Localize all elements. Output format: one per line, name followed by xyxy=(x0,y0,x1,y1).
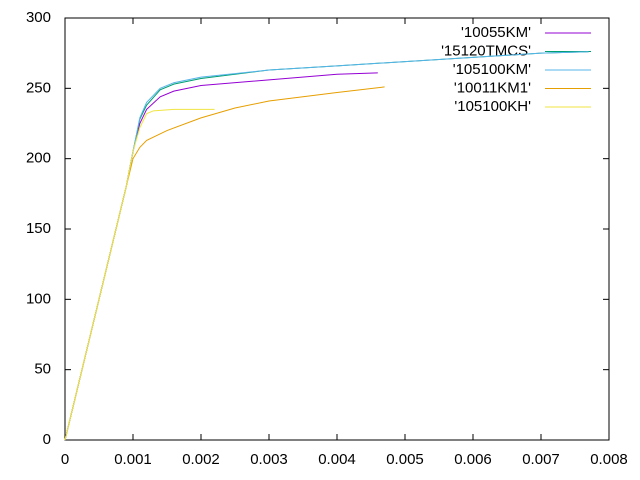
y-tick-label: 100 xyxy=(26,290,51,307)
legend-label: '105100KM' xyxy=(453,61,531,78)
y-tick-label: 300 xyxy=(26,9,51,26)
x-tick-label: 0.005 xyxy=(386,451,424,468)
series-line xyxy=(64,86,385,441)
legend-label: '105100KH' xyxy=(454,98,531,115)
x-tick-label: 0.007 xyxy=(522,451,560,468)
series-line xyxy=(64,72,378,441)
x-tick-label: 0.002 xyxy=(182,451,220,468)
y-tick-label: 200 xyxy=(26,150,51,167)
y-tick-label: 0 xyxy=(43,431,51,448)
y-tick-label: 250 xyxy=(26,79,51,96)
x-tick-label: 0.001 xyxy=(114,451,152,468)
x-tick-label: 0.008 xyxy=(590,451,628,468)
x-tick-label: 0.006 xyxy=(454,451,492,468)
x-tick-label: 0 xyxy=(61,451,69,468)
y-tick-label: 150 xyxy=(26,220,51,237)
x-tick-label: 0.003 xyxy=(250,451,288,468)
legend-label: '10011KM1' xyxy=(454,79,531,96)
x-tick-label: 0.004 xyxy=(318,451,356,468)
series-line xyxy=(64,108,215,441)
legend-label: '10055KM' xyxy=(461,24,531,41)
y-tick-label: 50 xyxy=(34,361,51,378)
